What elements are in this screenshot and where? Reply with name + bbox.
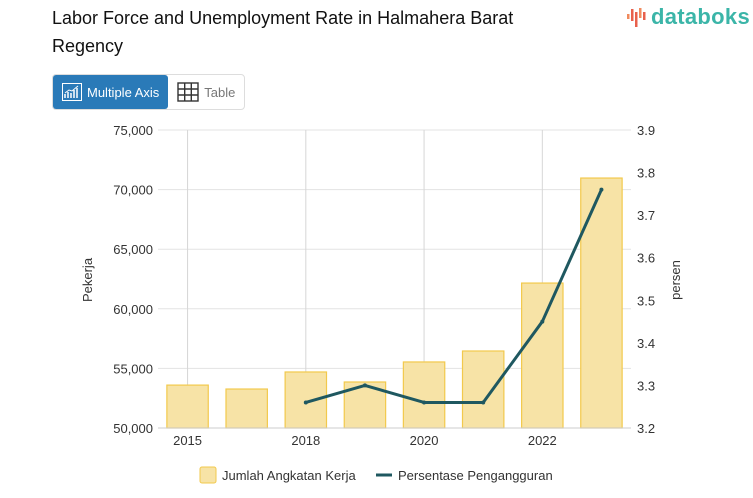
y2-tick-label: 3.8: [637, 166, 655, 181]
bar-2020[interactable]: [402, 361, 446, 429]
table-label: Table: [204, 84, 236, 100]
line-point-2021[interactable]: [481, 400, 486, 405]
x-tick-label: 2020: [410, 433, 439, 448]
bar-2018[interactable]: [284, 371, 328, 429]
y2-tick-label: 3.7: [637, 208, 655, 223]
chart-icon: [62, 83, 82, 101]
logo-bars-icon: [627, 8, 646, 27]
legend: Jumlah Angkatan Kerja Persentase Pengang…: [199, 466, 553, 484]
logo-text: databoks: [651, 4, 750, 29]
bar-2021[interactable]: [461, 350, 505, 429]
y2-tick-label: 3.3: [637, 378, 655, 393]
y-tick-label: 65,000: [113, 242, 153, 257]
chart-title: Labor Force and Unemployment Rate in Hal…: [52, 8, 514, 56]
x-tick-label: 2015: [173, 433, 202, 448]
y2-tick-label: 3.9: [637, 123, 655, 138]
y-axis-label: Pekerja: [80, 257, 95, 302]
y-tick-label: 70,000: [113, 183, 153, 198]
line-point-2020[interactable]: [422, 400, 427, 405]
table-icon: [177, 82, 199, 102]
bar-2017[interactable]: [225, 388, 268, 429]
line-point-2018[interactable]: [303, 400, 308, 405]
y-tick-label: 75,000: [113, 123, 153, 138]
legend-bar-label[interactable]: Jumlah Angkatan Kerja: [222, 468, 356, 483]
line-point-2022[interactable]: [540, 319, 545, 324]
databoks-logo: databoks: [626, 4, 750, 30]
y2-tick-label: 3.6: [637, 251, 655, 266]
y2-tick-label: 3.4: [637, 336, 655, 351]
y2-axis-label: persen: [668, 260, 683, 300]
bar-2023[interactable]: [580, 177, 623, 429]
view-toggle: Multiple Axis Table: [52, 74, 246, 110]
multiple-axis-button[interactable]: Multiple Axis: [53, 75, 169, 109]
y2-tick-label: 3.5: [637, 293, 655, 308]
x-tick-label: 2018: [291, 433, 320, 448]
multiple-axis-label: Multiple Axis: [87, 84, 160, 100]
line-point-2023[interactable]: [599, 187, 604, 192]
legend-line-label[interactable]: Persentase Pengangguran: [398, 468, 553, 483]
legend-bar-swatch[interactable]: [199, 466, 217, 484]
unemployment-line: [305, 188, 603, 404]
table-button[interactable]: Table: [168, 75, 244, 109]
bar-2015[interactable]: [166, 384, 209, 429]
bar-2022[interactable]: [521, 282, 564, 429]
x-tick-label: 2022: [528, 433, 557, 448]
y-tick-label: 50,000: [113, 421, 153, 436]
y-tick-label: 55,000: [113, 361, 153, 376]
line-point-2019[interactable]: [362, 383, 367, 388]
y2-tick-label: 3.2: [637, 421, 655, 436]
y-tick-label: 60,000: [113, 302, 153, 317]
